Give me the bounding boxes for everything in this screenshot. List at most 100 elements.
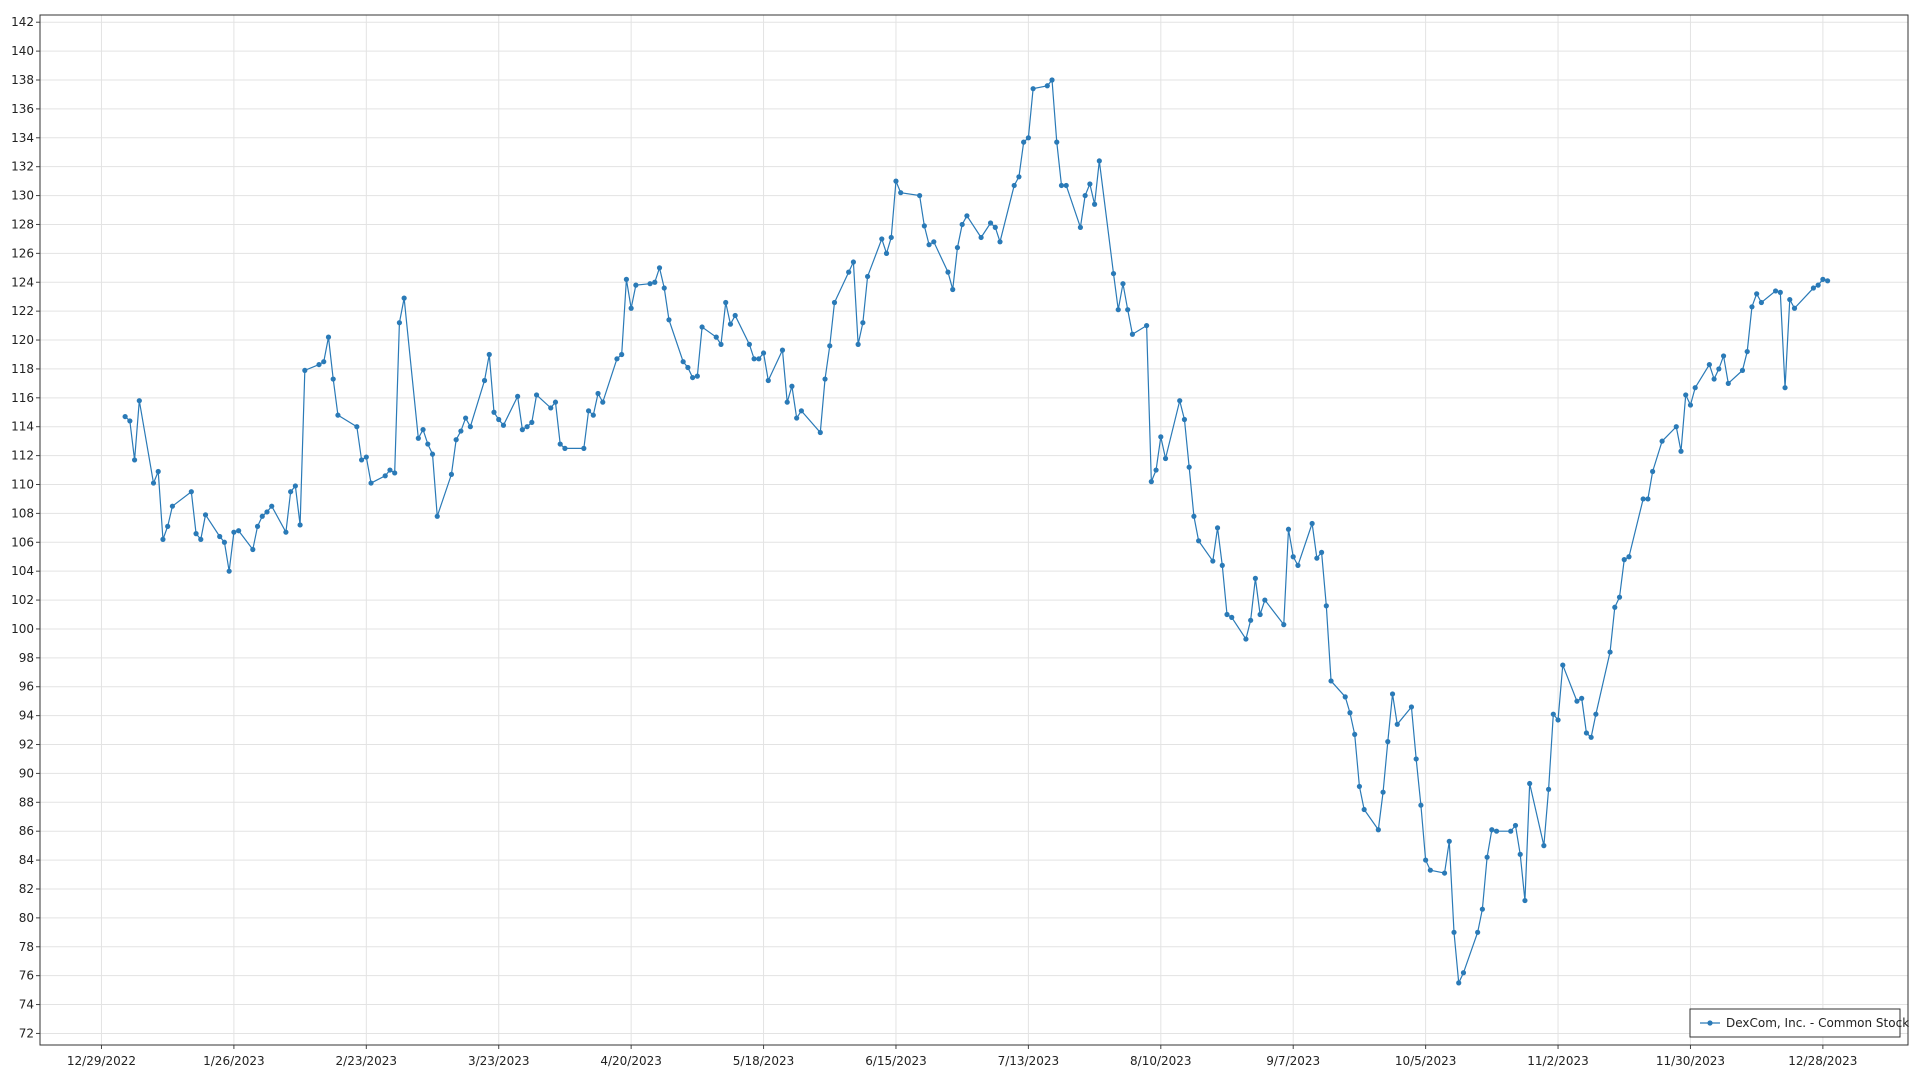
data-point (1427, 867, 1433, 873)
data-point (1621, 557, 1627, 563)
x-tick-label: 8/10/2023 (1130, 1054, 1192, 1068)
data-point (1021, 139, 1027, 145)
data-point (1210, 558, 1216, 564)
data-point (595, 390, 601, 397)
data-point (992, 224, 998, 230)
data-point (1309, 520, 1315, 527)
data-point (515, 393, 521, 399)
legend-marker (1707, 1020, 1713, 1026)
y-tick-label: 130 (11, 189, 34, 203)
data-point (1825, 278, 1831, 284)
data-point (860, 320, 866, 326)
x-tick-label: 1/26/2023 (203, 1054, 265, 1068)
data-point (888, 234, 894, 241)
data-point (1810, 285, 1817, 291)
x-tick-label: 10/5/2023 (1395, 1054, 1457, 1068)
legend: DexCom, Inc. - Common Stock (1689, 1008, 1909, 1038)
data-point (1659, 438, 1665, 444)
x-tick-label: 12/28/2023 (1788, 1054, 1857, 1068)
data-point (685, 364, 691, 371)
data-point (519, 427, 525, 433)
data-point (964, 213, 970, 219)
data-point (623, 276, 630, 282)
data-point (1408, 704, 1415, 710)
data-point (1583, 730, 1590, 736)
data-point (1328, 678, 1334, 684)
data-point (1011, 182, 1017, 189)
data-point (581, 445, 587, 451)
data-point (779, 347, 786, 353)
data-point (898, 190, 904, 196)
y-tick-label: 102 (11, 593, 34, 607)
data-point (330, 376, 336, 382)
data-point (1318, 549, 1325, 555)
data-point (415, 435, 421, 441)
data-point (1262, 597, 1268, 603)
data-point (292, 483, 298, 489)
data-point (302, 367, 308, 373)
x-tick-label: 6/15/2023 (865, 1054, 927, 1068)
data-point (855, 341, 861, 347)
data-point (1214, 525, 1221, 531)
data-point (926, 242, 932, 248)
x-tick-label: 11/2/2023 (1527, 1054, 1589, 1068)
y-tick-label: 82 (19, 882, 34, 896)
data-point (1063, 182, 1069, 189)
data-point (1177, 398, 1183, 404)
y-tick-label: 132 (11, 160, 34, 174)
data-point (226, 568, 232, 574)
data-point (122, 413, 128, 420)
data-point (1044, 83, 1050, 89)
data-point (1555, 717, 1561, 723)
data-point (1191, 513, 1197, 519)
data-point (600, 399, 606, 405)
data-point (1616, 594, 1623, 600)
data-point (1749, 304, 1755, 310)
data-point (1252, 575, 1258, 581)
data-point (1295, 562, 1301, 568)
data-point (1451, 929, 1457, 935)
data-point (798, 408, 804, 414)
data-point (1290, 554, 1296, 560)
y-tick-label: 98 (19, 651, 34, 665)
data-point (713, 334, 719, 340)
data-point (1588, 734, 1594, 740)
data-point (699, 324, 705, 330)
data-point (1550, 711, 1556, 717)
data-point (1248, 617, 1254, 623)
data-point (1758, 299, 1764, 306)
data-point (883, 250, 890, 256)
data-point (1091, 201, 1098, 207)
y-tick-label: 90 (19, 766, 34, 780)
x-tick-label: 4/20/2023 (600, 1054, 662, 1068)
data-point (1512, 822, 1519, 829)
x-tick-label: 7/13/2023 (998, 1054, 1060, 1068)
data-point (1460, 970, 1467, 976)
data-point (221, 539, 228, 545)
series-line (124, 78, 1828, 986)
data-point (1016, 174, 1022, 180)
data-point (387, 467, 393, 473)
data-point (1716, 366, 1722, 372)
data-point (1683, 392, 1689, 398)
data-point (1446, 838, 1452, 844)
data-point (1110, 270, 1117, 277)
data-point (1323, 603, 1329, 609)
data-point (250, 546, 256, 553)
data-point (188, 489, 194, 495)
data-point (1394, 721, 1400, 727)
data-point (236, 528, 242, 534)
data-point (959, 221, 965, 228)
data-point (817, 429, 823, 436)
data-point (756, 356, 762, 362)
x-tick-label: 2/23/2023 (336, 1054, 398, 1068)
y-tick-label: 126 (11, 246, 34, 260)
data-point (1054, 139, 1060, 145)
data-point (420, 427, 426, 433)
y-tick-label: 76 (19, 969, 34, 983)
data-point (1541, 843, 1547, 849)
y-tick-label: 88 (19, 795, 34, 809)
data-point (1479, 906, 1485, 912)
data-point (354, 424, 360, 430)
